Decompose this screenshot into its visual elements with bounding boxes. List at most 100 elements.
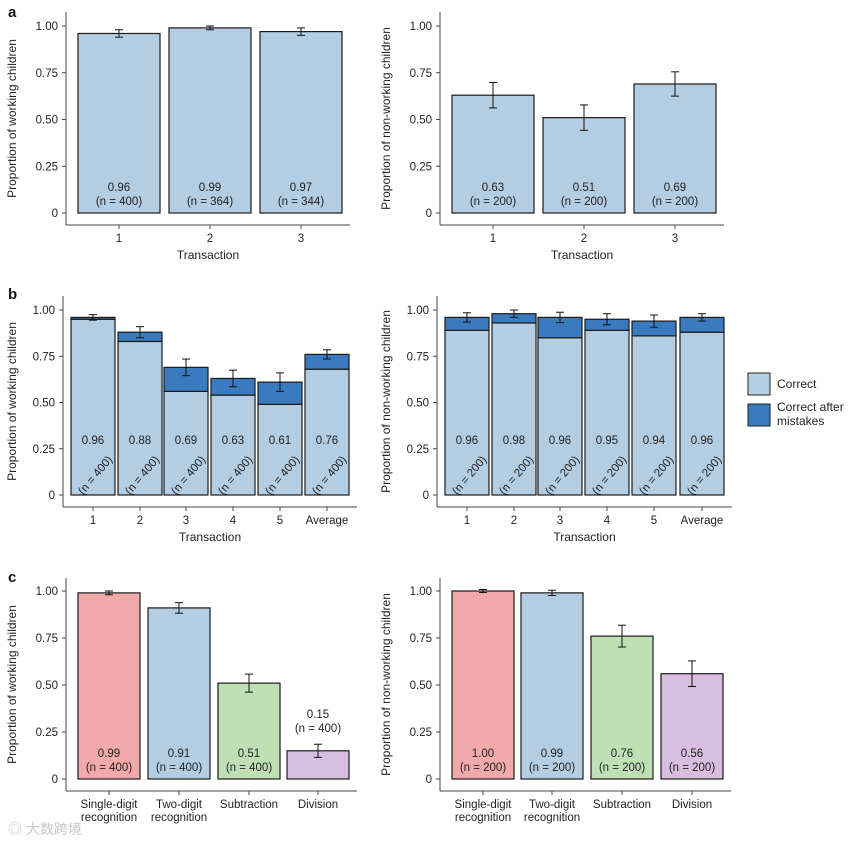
y-tick-label: 0	[426, 774, 432, 786]
bar	[451, 94, 535, 214]
x-tick-label: 2	[137, 515, 143, 527]
x-tick-label: recognition	[151, 812, 207, 824]
panel-letter-c: c	[8, 569, 16, 586]
data-label-n: (n = 400)	[156, 762, 203, 774]
x-tick-label: 5	[651, 515, 657, 527]
bar-correct	[70, 318, 116, 496]
x-tick-label: 3	[672, 233, 678, 245]
bar	[520, 592, 584, 780]
x-tick-label: Two-digit	[156, 799, 203, 811]
x-tick-label: Single-digit	[81, 799, 139, 811]
y-tick-label: 1.00	[407, 305, 429, 317]
y-tick-label: 0	[426, 208, 432, 220]
chart-panel-c-left: 0 0.25 0.50 0.75 1.00 Proportion of working c…	[5, 578, 357, 824]
data-label-value: 0.69	[664, 182, 686, 194]
bar-correct	[117, 340, 163, 496]
y-tick-label: 0.25	[410, 161, 432, 173]
y-tick-label: 0.50	[410, 115, 432, 127]
y-tick-label: 0.75	[407, 351, 429, 363]
data-label-n: (n = 400)	[295, 723, 342, 735]
x-tick-label: Subtraction	[593, 799, 651, 811]
y-tick-label: 0.50	[407, 398, 429, 410]
data-label-value: 0.76	[611, 748, 633, 760]
x-tick-label: Subtraction	[220, 799, 278, 811]
x-tick-label: recognition	[455, 812, 511, 824]
bar-correct	[163, 390, 209, 496]
data-label-value: 0.56	[681, 748, 703, 760]
data-label-value: 0.15	[307, 709, 329, 721]
data-label-value: 0.99	[98, 748, 120, 760]
data-label-value: 0.61	[269, 435, 291, 447]
x-tick-label: 3	[183, 515, 189, 527]
y-tick-label: 0.50	[36, 115, 58, 127]
data-label-n: (n = 400)	[86, 762, 133, 774]
y-tick-label: 1.00	[33, 305, 55, 317]
y-tick-label: 1.00	[36, 21, 58, 33]
data-label-n: (n = 200)	[669, 762, 716, 774]
x-tick-label: 1	[490, 233, 496, 245]
x-tick-label: 2	[207, 233, 213, 245]
y-tick-label: 1.00	[410, 21, 432, 33]
bar	[77, 32, 161, 214]
x-axis-label: Transaction	[177, 248, 239, 262]
data-label-value: 0.63	[222, 435, 244, 447]
x-tick-label: 3	[557, 515, 563, 527]
bar	[633, 83, 717, 214]
y-tick-label: 0.50	[410, 680, 432, 692]
data-label-value: 0.91	[168, 748, 190, 760]
y-axis-label: Proportion of working children	[5, 322, 19, 481]
x-axis-label: Transaction	[179, 530, 241, 544]
data-label-value: 0.98	[503, 435, 525, 447]
bar	[542, 117, 626, 214]
panel-letter-a: a	[8, 4, 17, 21]
data-label-n: (n = 200)	[529, 762, 576, 774]
x-tick-label: Division	[672, 799, 712, 811]
data-label-value: 0.97	[290, 182, 312, 194]
x-tick-label: Average	[306, 515, 349, 527]
y-tick-label: 1.00	[410, 586, 432, 598]
data-label-n: (n = 200)	[652, 196, 699, 208]
legend-label-correct-after-line2: mistakes	[777, 414, 824, 428]
watermark-logo: ◎ 大数跨境	[8, 821, 82, 837]
chart-panel-b-right: 0 0.25 0.50 0.75 1.00 Proportion of non-worki…	[379, 296, 732, 544]
chart-panel-a-right: 0 0.25 0.50 0.75 1.00 Proportion of non-worki…	[379, 12, 724, 262]
x-axis-label: Transaction	[553, 530, 615, 544]
y-axis-label: Proportion of working children	[5, 605, 19, 764]
data-label-value: 0.96	[108, 182, 130, 194]
y-tick-label: 0.50	[33, 398, 55, 410]
y-tick-label: 0.75	[410, 68, 432, 80]
x-tick-label: recognition	[524, 812, 580, 824]
y-tick-label: 0	[52, 774, 58, 786]
y-tick-label: 0.25	[33, 444, 55, 456]
bar	[451, 590, 515, 780]
x-tick-label: 2	[511, 515, 517, 527]
y-tick-label: 0.25	[410, 727, 432, 739]
x-tick-label: 2	[581, 233, 587, 245]
y-tick-label: 0.50	[36, 680, 58, 692]
data-label-value: 0.69	[175, 435, 197, 447]
y-axis-label: Proportion of non-working children	[379, 593, 393, 776]
data-label-value: 0.96	[456, 435, 478, 447]
data-label-n: (n = 400)	[96, 196, 143, 208]
x-tick-label: Average	[681, 515, 724, 527]
x-tick-label: 3	[298, 233, 304, 245]
data-label-value: 0.94	[643, 435, 666, 447]
bar	[77, 592, 141, 780]
y-tick-label: 0	[423, 490, 429, 502]
data-label-value: 0.96	[82, 435, 104, 447]
legend-swatch-correct	[747, 372, 771, 396]
x-axis-label: Transaction	[551, 248, 613, 262]
x-tick-label: 4	[230, 515, 237, 527]
data-label-value: 1.00	[472, 748, 494, 760]
bar-correct	[631, 335, 677, 496]
data-label-value: 0.96	[549, 435, 571, 447]
bar	[147, 607, 211, 780]
chart-panel-b-left: 0 0.25 0.50 0.75 1.00 Proportion of working c…	[5, 296, 357, 544]
data-label-value: 0.63	[482, 182, 504, 194]
data-label-n: (n = 200)	[470, 196, 517, 208]
data-label-n: (n = 344)	[278, 196, 325, 208]
y-tick-label: 0.25	[36, 727, 58, 739]
data-label-n: (n = 200)	[599, 762, 646, 774]
x-tick-label: 4	[604, 515, 611, 527]
